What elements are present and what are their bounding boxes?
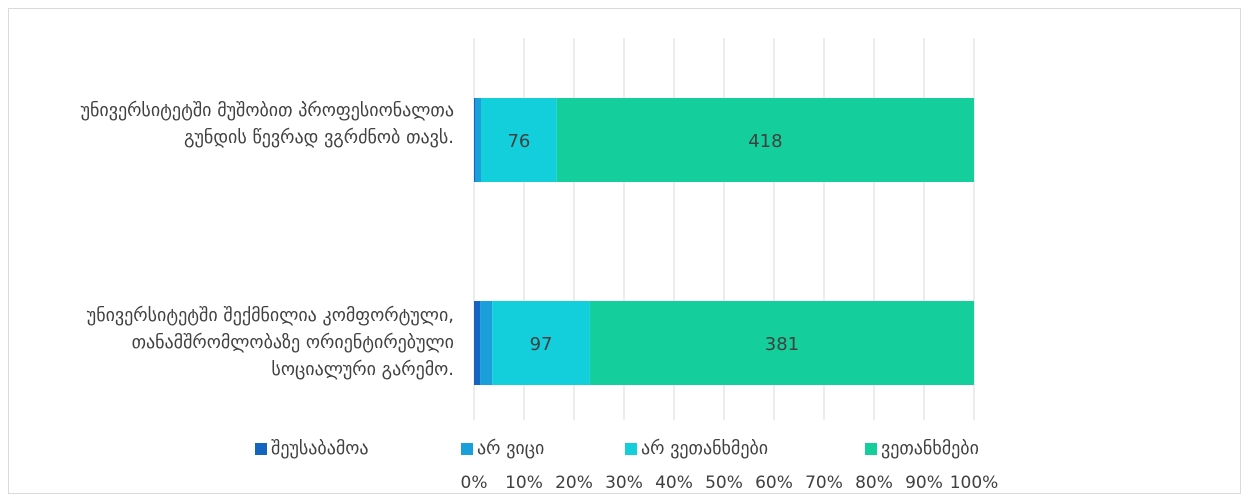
data-label: 97	[530, 334, 553, 355]
x-tick-label: 70%	[805, 473, 843, 493]
x-tick-label: 100%	[950, 473, 999, 493]
legend-label: ვეთანხმები	[881, 438, 979, 459]
legend-swatch	[255, 442, 267, 455]
legend-label: არ ვეთანხმები	[641, 438, 769, 459]
legend-swatch	[461, 442, 473, 455]
x-tick-label: 0%	[461, 473, 488, 493]
x-axis-ticks: 0% 10% 20% 30% 40% 50% 60% 70% 80% 90% 100%	[461, 473, 999, 493]
chart-frame	[8, 8, 1241, 494]
bar-segment	[492, 301, 590, 385]
x-tick-label: 90%	[905, 473, 943, 493]
data-label: 76	[507, 131, 530, 152]
bar-segment	[474, 98, 475, 182]
legend-label: არ ვიცი	[477, 438, 545, 459]
legend-item-2: არ ვიცი	[461, 438, 544, 459]
data-label: 418	[748, 131, 782, 152]
legend-swatch	[625, 442, 637, 455]
x-tick-label: 40%	[655, 473, 693, 493]
bar-segment	[480, 98, 557, 182]
bars	[474, 98, 974, 385]
x-tick-label: 50%	[705, 473, 743, 493]
legend-item-4: ვეთანხმები	[865, 438, 979, 459]
x-tick-label: 80%	[855, 473, 893, 493]
data-label: 381	[765, 334, 799, 355]
bar-segment	[474, 301, 481, 385]
bar-segment	[556, 98, 974, 182]
x-tick-label: 10%	[505, 473, 543, 493]
legend-label: შეუსაბამოა	[271, 438, 369, 459]
category-label-1: უნივერსიტეტში მუშობით პროფესიონალთა გუნდ…	[80, 100, 454, 148]
data-labels: 76 418 97 381	[507, 131, 799, 355]
legend-swatch	[865, 442, 877, 455]
bar-segment	[474, 98, 481, 182]
bar-segment	[480, 301, 493, 385]
bar-segment	[589, 301, 974, 385]
legend-item-3: არ ვეთანხმები	[625, 438, 768, 459]
category-label-2: უნივერსიტეტში შექმნილია კომფორტული, თანა…	[86, 305, 454, 380]
legend-item-1: შეუსაბამოა	[255, 438, 369, 459]
x-tick-label: 60%	[755, 473, 793, 493]
x-tick-label: 20%	[555, 473, 593, 493]
x-tick-label: 30%	[605, 473, 643, 493]
